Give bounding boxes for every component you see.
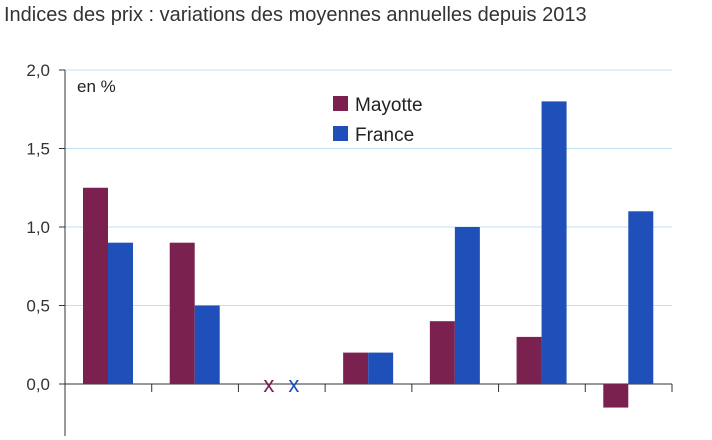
bar xyxy=(169,242,195,384)
bar xyxy=(603,384,629,408)
chart-title: Indices des prix : variations des moyenn… xyxy=(4,4,587,26)
bar xyxy=(516,336,542,384)
bar xyxy=(83,187,108,384)
bar xyxy=(194,305,220,384)
y-tick-label: 2,0 xyxy=(26,61,50,80)
bar xyxy=(368,352,394,384)
legend-swatch-france xyxy=(333,126,348,141)
y-tick-label: 1,5 xyxy=(26,140,50,159)
y-tick-label: 0,5 xyxy=(26,297,50,316)
grid-lines xyxy=(65,69,672,306)
legend-label-mayotte: Mayotte xyxy=(355,95,423,116)
unit-label: en % xyxy=(77,77,116,96)
bar xyxy=(429,321,455,384)
legend-label-france: France xyxy=(355,125,414,146)
bar xyxy=(628,211,654,384)
legend: Mayotte France xyxy=(333,95,423,146)
axes: 0,0 0,5 1,0 1,5 2,0 xyxy=(26,61,673,436)
bar xyxy=(454,227,480,384)
bar xyxy=(108,242,133,384)
y-tick-label: 0,0 xyxy=(26,375,50,394)
legend-swatch-mayotte xyxy=(333,96,348,111)
bar xyxy=(541,101,567,385)
y-tick-label: 1,0 xyxy=(26,218,50,237)
bar xyxy=(343,352,369,384)
missing-value-marker: x xyxy=(288,372,299,397)
bars xyxy=(83,101,654,408)
missing-value-marker: x xyxy=(263,372,274,397)
